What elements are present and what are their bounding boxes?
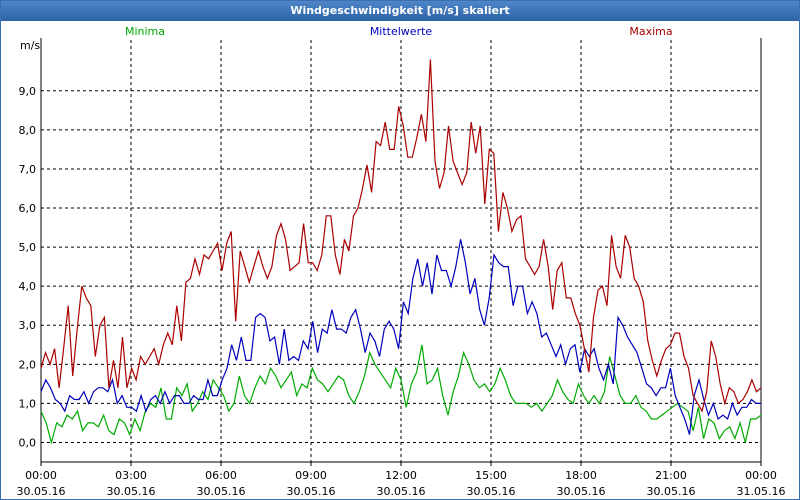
x-tick-time: 12:00 [385, 469, 417, 482]
series-lines [40, 59, 762, 445]
y-unit-label: m/s [20, 39, 40, 52]
x-tick-time: 06:00 [205, 469, 237, 482]
x-tick-date: 30.05.16 [17, 485, 66, 498]
y-tick-label: 8,0 [19, 124, 37, 137]
x-tick-time: 21:00 [655, 469, 687, 482]
y-tick-label: 4,0 [19, 280, 37, 293]
maxima-line [40, 59, 762, 413]
x-tick-time: 00:00 [745, 469, 777, 482]
x-tick-date: 30.05.16 [377, 485, 426, 498]
y-tick-label: 9,0 [19, 85, 37, 98]
y-tick-label: 7,0 [19, 163, 37, 176]
window-title: Windgeschwindigkeit [m/s] skaliert [1, 1, 799, 21]
x-tick-date: 30.05.16 [557, 485, 606, 498]
y-tick-label: 2,0 [19, 358, 37, 371]
legend-mittelwerte: Mittelwerte [370, 25, 433, 38]
x-tick-date: 30.05.16 [647, 485, 696, 498]
legend-minima: Minima [125, 25, 165, 38]
y-tick-label: 3,0 [19, 319, 37, 332]
legend-maxima: Maxima [629, 25, 672, 38]
x-tick-date: 30.05.16 [107, 485, 156, 498]
y-tick-label: 0,0 [19, 436, 37, 449]
y-tick-label: 1,0 [19, 397, 37, 410]
grid [41, 40, 761, 462]
tick-labels: 0,0 1,0 2,0 3,0 4,0 5,0 6,0 7,0 8,0 9,0 00:00 30.05… [17, 85, 786, 498]
x-tick-time: 15:00 [475, 469, 507, 482]
x-tick-time: 09:00 [295, 469, 327, 482]
x-tick-date: 31.05.16 [737, 485, 786, 498]
minima-line [40, 344, 762, 445]
x-tick-date: 30.05.16 [197, 485, 246, 498]
x-tick-time: 00:00 [25, 469, 57, 482]
x-tick-date: 30.05.16 [467, 485, 516, 498]
mittelwerte-line [40, 239, 761, 435]
y-tick-label: 6,0 [19, 202, 37, 215]
x-tick-time: 03:00 [115, 469, 147, 482]
x-tick-time: 18:00 [565, 469, 597, 482]
x-tick-date: 30.05.16 [287, 485, 336, 498]
y-tick-label: 5,0 [19, 241, 37, 254]
